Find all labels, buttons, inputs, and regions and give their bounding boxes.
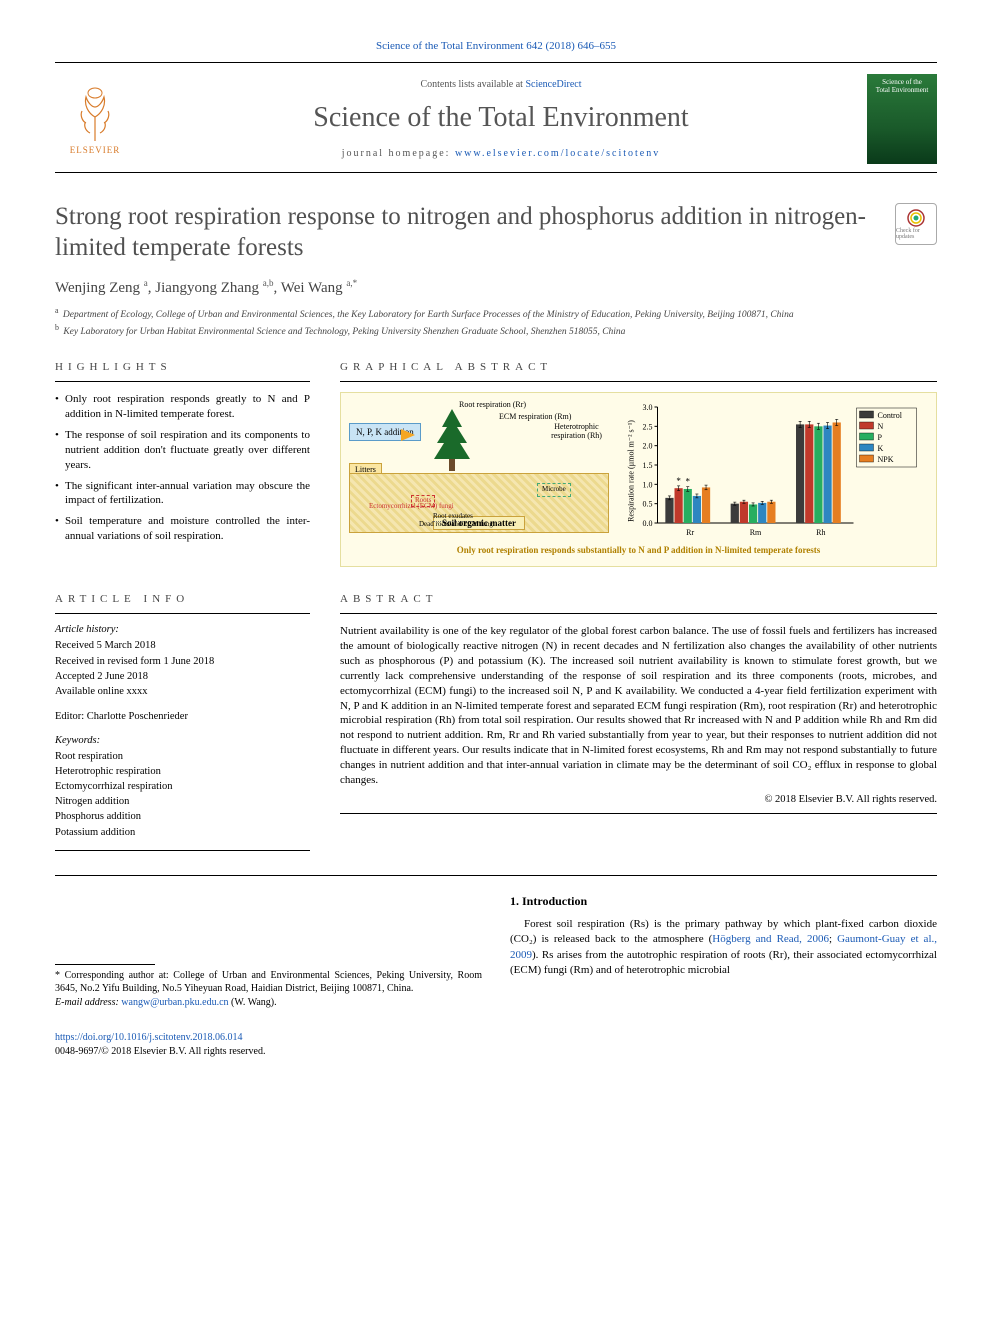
ga-dead: Dead roots and ECM fungi	[419, 521, 495, 529]
svg-text:Respiration rate (µmol m⁻² s⁻¹: Respiration rate (µmol m⁻² s⁻¹)	[627, 420, 636, 522]
ga-schematic: N, P, K addition Root respiration (Rr) E…	[349, 401, 609, 541]
history-head: Article history:	[55, 624, 310, 635]
keyword: Phosphorus addition	[55, 809, 310, 824]
journal-home-link[interactable]: www.elsevier.com/locate/scitotenv	[455, 148, 660, 159]
sciencedirect-link[interactable]: ScienceDirect	[525, 79, 581, 90]
publisher-logo: ELSEVIER	[55, 74, 135, 164]
svg-text:0.0: 0.0	[643, 519, 653, 528]
highlight-item: The response of soil respiration and its…	[55, 428, 310, 473]
highlight-item: Only root respiration responds greatly t…	[55, 392, 310, 422]
tree-icon	[427, 409, 477, 471]
ga-microbe: Microbe	[537, 483, 571, 497]
ga-rh-label: Heterotrophic respiration (Rh)	[544, 423, 609, 441]
svg-text:0.5: 0.5	[643, 500, 653, 509]
keyword: Ectomycorrhizal respiration	[55, 779, 310, 794]
highlight-item: Soil temperature and moisture controlled…	[55, 514, 310, 544]
copyright: © 2018 Elsevier B.V. All rights reserved…	[340, 794, 937, 805]
keyword: Potassium addition	[55, 825, 310, 840]
running-head: Science of the Total Environment 642 (20…	[55, 40, 937, 52]
rule	[55, 613, 310, 614]
svg-text:NPK: NPK	[878, 455, 894, 464]
history-line: Accepted 2 June 2018	[55, 669, 310, 684]
rule-top	[55, 62, 937, 63]
svg-text:Control: Control	[878, 411, 903, 420]
ga-bar-chart: 0.0 0.5 1.0 1.5 2.0 2.5 3.0 Respiration rate (µ…	[619, 401, 928, 541]
keyword: Root respiration	[55, 749, 310, 764]
page-footer: https://doi.org/10.1016/j.scitotenv.2018…	[55, 1031, 937, 1058]
rule	[340, 381, 937, 382]
masthead: ELSEVIER Contents lists available at Sci…	[55, 66, 937, 173]
abstract-text: Nutrient availability is one of the key …	[340, 624, 937, 787]
svg-text:Rh: Rh	[816, 528, 825, 537]
journal-homepage: journal homepage: www.elsevier.com/locat…	[135, 148, 867, 159]
svg-text:2.0: 2.0	[643, 442, 653, 451]
corresponding-footnote: * Corresponding author at: College of Ur…	[55, 969, 482, 996]
highlight-item: The significant inter-annual variation m…	[55, 479, 310, 509]
email-link[interactable]: wangw@urban.pku.edu.cn	[121, 997, 228, 1008]
svg-text:1.5: 1.5	[643, 461, 653, 470]
svg-text:K: K	[878, 444, 884, 453]
graphical-abstract-head: GRAPHICAL ABSTRACT	[340, 361, 937, 373]
history-line: Received 5 March 2018	[55, 638, 310, 653]
svg-text:*: *	[676, 476, 681, 486]
svg-text:N: N	[878, 422, 884, 431]
intro-heading: 1. Introduction	[510, 894, 937, 909]
ga-rr-label: Root respiration (Rr)	[459, 401, 526, 410]
ga-ecm: Ectomycorrhizal (ECM) fungi	[369, 503, 454, 511]
intro-paragraph: Forest soil respiration (Rs) is the prim…	[510, 917, 937, 979]
ga-caption: Only root respiration responds substanti…	[349, 541, 928, 555]
crossmark-icon	[906, 208, 926, 228]
highlights-list: Only root respiration responds greatly t…	[55, 392, 310, 544]
contents-available: Contents lists available at ScienceDirec…	[135, 79, 867, 90]
abstract-head: ABSTRACT	[340, 593, 937, 605]
rule	[55, 850, 310, 851]
journal-cover-thumb: Science of the Total Environment	[867, 74, 937, 164]
svg-text:Rm: Rm	[750, 528, 762, 537]
email-footnote: E-mail address: wangw@urban.pku.edu.cn (…	[55, 996, 482, 1010]
affiliation-line: b Key Laboratory for Urban Habitat Envir…	[55, 322, 937, 339]
publisher-name: ELSEVIER	[70, 145, 121, 155]
full-rule	[55, 875, 937, 876]
svg-text:3.0: 3.0	[643, 403, 653, 412]
svg-text:P: P	[878, 433, 883, 442]
keyword: Nitrogen addition	[55, 794, 310, 809]
keyword: Heterotrophic respiration	[55, 764, 310, 779]
rule	[340, 613, 937, 614]
footnote-rule	[55, 964, 155, 965]
affiliations: a Department of Ecology, College of Urba…	[55, 305, 937, 340]
arrow-right-icon	[401, 429, 415, 441]
doi-link[interactable]: https://doi.org/10.1016/j.scitotenv.2018…	[55, 1032, 243, 1043]
history-line: Available online xxxx	[55, 684, 310, 699]
rule	[340, 813, 937, 814]
issn-line: 0048-9697/© 2018 Elsevier B.V. All right…	[55, 1046, 265, 1057]
rule	[55, 381, 310, 382]
svg-text:*: *	[685, 477, 690, 487]
svg-text:Rr: Rr	[686, 528, 694, 537]
editor-line: Editor: Charlotte Poschenrieder	[55, 709, 310, 724]
ga-rm-label: ECM respiration (Rm)	[499, 413, 571, 422]
keywords-head: Keywords:	[55, 735, 310, 746]
svg-text:2.5: 2.5	[643, 423, 653, 432]
journal-title: Science of the Total Environment	[135, 102, 867, 134]
affiliation-line: a Department of Ecology, College of Urba…	[55, 305, 937, 322]
article-title: Strong root respiration response to nitr…	[55, 201, 877, 264]
highlights-head: HIGHLIGHTS	[55, 361, 310, 373]
authors: Wenjing Zeng a, Jiangyong Zhang a,b, Wei…	[55, 278, 937, 297]
ref-link[interactable]: Högberg and Read, 2006	[712, 933, 829, 945]
crossmark-badge[interactable]: Check for updates	[895, 203, 937, 245]
svg-text:1.0: 1.0	[643, 481, 653, 490]
article-info-head: ARTICLE INFO	[55, 593, 310, 605]
graphical-abstract: N, P, K addition Root respiration (Rr) E…	[340, 392, 937, 567]
history-line: Received in revised form 1 June 2018	[55, 654, 310, 669]
elsevier-tree-icon	[68, 83, 122, 143]
